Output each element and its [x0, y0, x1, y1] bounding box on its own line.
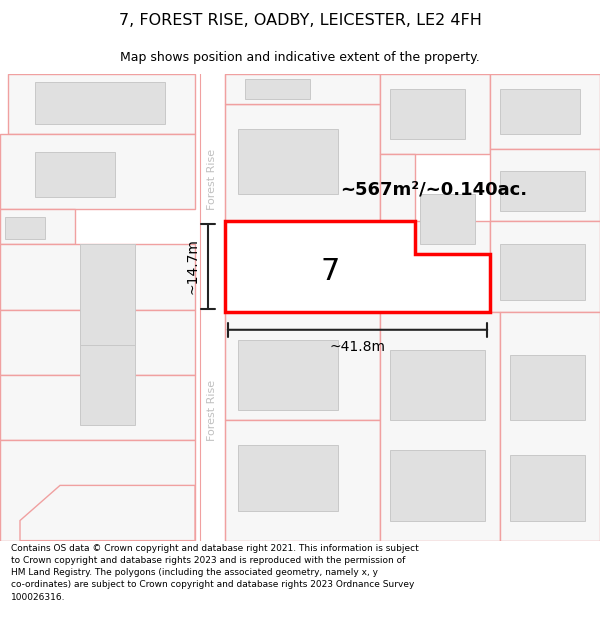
Bar — [510, 455, 585, 521]
Polygon shape — [0, 375, 195, 440]
Polygon shape — [0, 244, 195, 310]
Bar — [238, 231, 333, 282]
Polygon shape — [0, 310, 195, 375]
Text: 7: 7 — [320, 257, 340, 286]
Text: ~567m²/~0.140ac.: ~567m²/~0.140ac. — [340, 180, 527, 198]
Bar — [35, 152, 115, 198]
Polygon shape — [500, 312, 600, 541]
Bar — [238, 445, 338, 511]
Bar — [510, 355, 585, 420]
Bar — [390, 450, 485, 521]
Text: 7, FOREST RISE, OADBY, LEICESTER, LE2 4FH: 7, FOREST RISE, OADBY, LEICESTER, LE2 4F… — [119, 13, 481, 28]
Text: Forest Rise: Forest Rise — [207, 379, 217, 441]
Text: ~14.7m: ~14.7m — [185, 239, 199, 294]
Bar — [500, 89, 580, 134]
Bar — [5, 217, 45, 239]
Polygon shape — [225, 104, 380, 221]
Bar — [390, 89, 465, 139]
Polygon shape — [8, 74, 195, 134]
Polygon shape — [490, 221, 600, 312]
Bar — [80, 244, 135, 345]
Polygon shape — [20, 486, 195, 541]
Bar — [500, 171, 585, 211]
Polygon shape — [0, 134, 195, 209]
Bar — [35, 82, 165, 124]
Bar — [80, 345, 135, 425]
Polygon shape — [225, 221, 490, 312]
Bar — [420, 194, 475, 244]
Polygon shape — [225, 74, 380, 104]
Polygon shape — [490, 74, 600, 149]
Polygon shape — [225, 420, 380, 541]
Polygon shape — [380, 154, 490, 254]
Polygon shape — [225, 312, 380, 420]
Polygon shape — [0, 440, 195, 541]
Polygon shape — [380, 74, 490, 154]
Text: Contains OS data © Crown copyright and database right 2021. This information is : Contains OS data © Crown copyright and d… — [11, 544, 419, 602]
Bar — [245, 79, 310, 99]
Bar — [238, 129, 338, 194]
Text: Forest Rise: Forest Rise — [207, 149, 217, 210]
Bar — [200, 74, 225, 541]
Bar — [500, 244, 585, 299]
Text: ~41.8m: ~41.8m — [329, 340, 386, 354]
Polygon shape — [0, 209, 75, 244]
Polygon shape — [490, 149, 600, 221]
Text: Map shows position and indicative extent of the property.: Map shows position and indicative extent… — [120, 51, 480, 64]
Bar — [238, 340, 338, 410]
Bar — [390, 350, 485, 420]
Polygon shape — [380, 312, 500, 541]
